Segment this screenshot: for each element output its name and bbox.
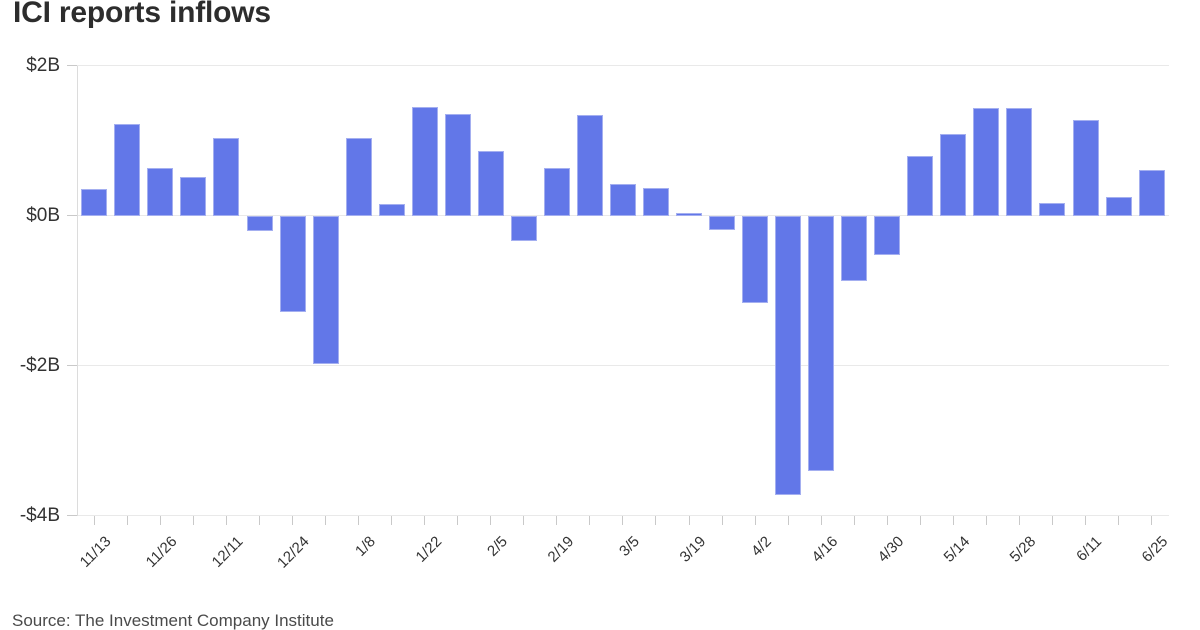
bar [940, 133, 967, 216]
x-axis-tick [391, 515, 393, 525]
x-axis-tick [424, 515, 426, 525]
bar [642, 187, 669, 216]
x-axis-tick [1151, 515, 1153, 525]
bar [543, 168, 570, 216]
source-note: Source: The Investment Company Institute [12, 611, 334, 630]
bar [1105, 196, 1132, 216]
bar [841, 215, 868, 281]
x-axis-tick [259, 515, 260, 525]
x-axis-tick [1051, 515, 1053, 525]
x-axis-tick [159, 515, 161, 525]
x-axis-label: 2/19 [544, 533, 577, 566]
bar [973, 107, 1000, 216]
x-axis-tick [952, 515, 954, 525]
bar [81, 188, 108, 216]
x-axis-label: 4/16 [808, 533, 842, 566]
bar [444, 114, 471, 216]
x-axis-tick [820, 515, 822, 525]
bar [808, 215, 835, 472]
y-axis-line [77, 65, 78, 516]
x-axis-label: 2/5 [484, 533, 511, 560]
y-axis-label: -$4B [19, 504, 60, 526]
x-axis-tick [325, 515, 327, 525]
y-axis-label: -$2B [19, 354, 60, 376]
x-axis-tick [919, 515, 921, 525]
x-axis-tick [225, 515, 227, 525]
bar [279, 215, 306, 313]
x-axis-label: 4/2 [748, 533, 776, 560]
gridline [77, 215, 1169, 216]
x-axis-tick [292, 515, 294, 525]
y-axis-label: $0B [26, 204, 60, 226]
x-axis-label: 1/8 [351, 533, 379, 560]
x-axis-tick [655, 515, 657, 525]
bar [609, 184, 636, 216]
bar [246, 215, 273, 232]
x-axis-label: 11/13 [76, 533, 115, 571]
x-axis-tick [556, 515, 558, 525]
y-axis-tick [67, 65, 77, 66]
y-axis-label: $2B [26, 54, 60, 76]
bar [114, 124, 141, 216]
x-axis-label: 5/28 [1006, 533, 1040, 566]
bar [312, 215, 339, 364]
x-axis-tick [622, 515, 624, 525]
x-axis-tick [787, 515, 789, 525]
bar [345, 138, 372, 216]
x-axis-label: 6/11 [1073, 533, 1106, 565]
x-axis-tick [457, 515, 459, 525]
x-axis-tick [523, 515, 525, 525]
bar [676, 213, 703, 216]
x-axis-label: 5/14 [940, 533, 974, 566]
bar [907, 156, 934, 216]
x-axis-tick [886, 515, 888, 525]
x-axis-tick [126, 515, 128, 525]
x-axis-tick [754, 515, 756, 525]
x-axis-tick [589, 515, 591, 525]
bar [576, 115, 603, 216]
x-axis-label: 6/25 [1138, 533, 1172, 566]
x-axis-label: 11/26 [142, 533, 181, 571]
gridline [77, 365, 1169, 366]
x-axis-tick [358, 515, 360, 525]
bar [510, 215, 537, 241]
x-axis-tick [1118, 515, 1120, 525]
x-axis-tick [1085, 515, 1086, 525]
x-axis-tick [853, 515, 855, 525]
bar [378, 204, 405, 216]
x-axis-label: 1/22 [412, 533, 445, 566]
x-axis-tick [490, 515, 492, 525]
x-axis-tick [721, 515, 723, 525]
chart-title: ICI reports inflows [13, 0, 271, 29]
x-axis-tick [93, 515, 95, 525]
gridline [77, 65, 1169, 66]
bar [1072, 120, 1099, 216]
bar [477, 151, 504, 216]
x-axis-tick [688, 515, 690, 525]
x-axis-tick [192, 515, 194, 525]
x-axis-tick [1018, 515, 1020, 525]
x-axis-label: 12/11 [208, 533, 247, 571]
x-axis-label: 3/19 [676, 533, 710, 566]
x-axis-tick [985, 515, 987, 525]
x-axis-label: 4/30 [874, 533, 908, 566]
bar [1006, 108, 1033, 216]
y-axis-tick [67, 515, 77, 516]
bar [411, 106, 438, 216]
bar [147, 168, 174, 216]
bar [213, 138, 240, 216]
bar [709, 215, 736, 230]
y-axis-tick [67, 365, 77, 366]
bar [742, 215, 769, 304]
bar [180, 176, 207, 216]
bar [1039, 202, 1066, 216]
bar [874, 215, 901, 256]
x-axis-label: 12/24 [273, 533, 313, 572]
bar [775, 215, 802, 496]
x-axis-label: 3/5 [616, 533, 643, 560]
bar [1138, 169, 1165, 216]
y-axis-tick [67, 215, 77, 216]
